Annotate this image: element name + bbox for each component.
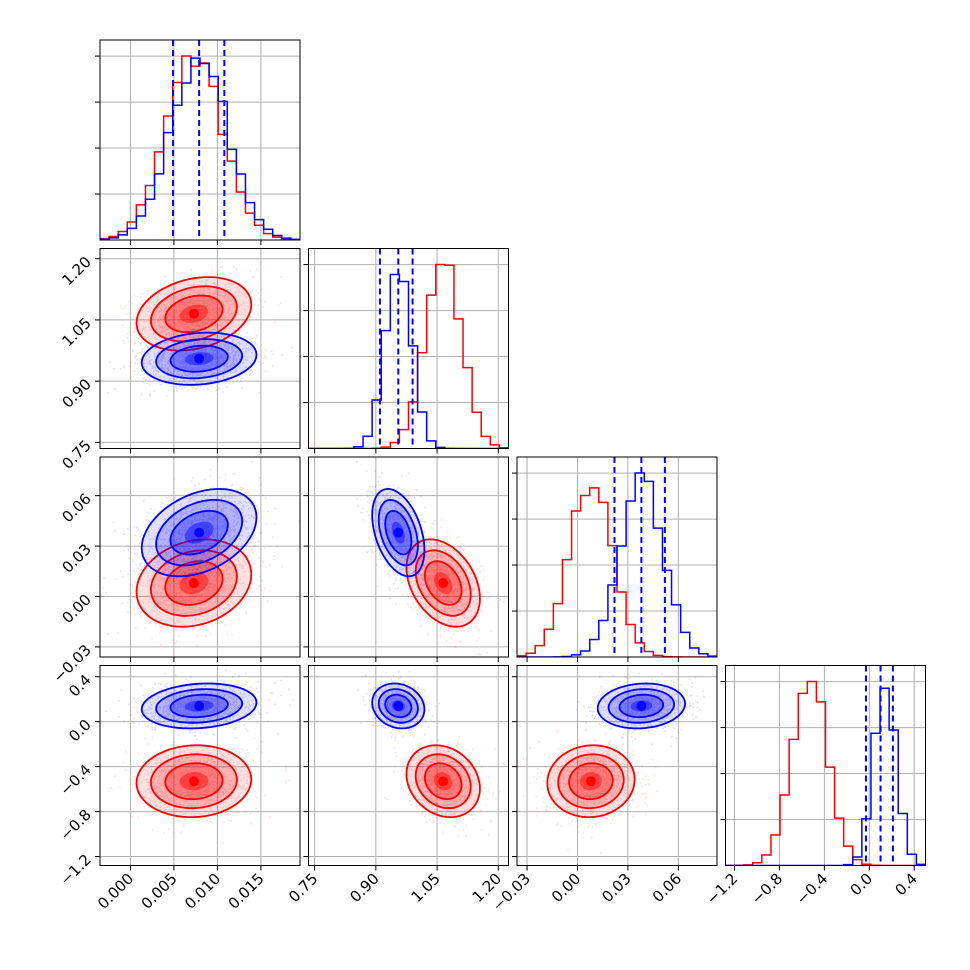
xtick-label-0-0: 0.000 xyxy=(94,870,137,913)
panel-3-2-core-1 xyxy=(636,700,647,711)
ytick-label-3-1: −0.8 xyxy=(56,806,94,844)
ytick-label-3-3: 0.0 xyxy=(65,716,95,746)
hist-frame-1 xyxy=(308,248,509,449)
panel-3-2-core-0 xyxy=(585,776,596,787)
xtick-label-0-2: 0.010 xyxy=(181,870,224,913)
panel-2-0-core-0 xyxy=(188,578,199,589)
scatter-panel-3-2 xyxy=(517,665,717,866)
ytick-label-3-0: −1.2 xyxy=(56,851,94,889)
panel-frame-3-1 xyxy=(308,665,509,866)
scatter-panel-3-1 xyxy=(308,665,509,866)
panel-frame-2-1 xyxy=(308,456,509,658)
panel-1-0-core-0 xyxy=(188,308,199,319)
panel-3-0-points-0 xyxy=(108,713,291,844)
scatter-panel-3-0 xyxy=(100,665,300,866)
xtick-label-0-3: 0.015 xyxy=(225,870,268,913)
ytick-label-3-2: −0.4 xyxy=(56,761,94,799)
xtick-label-3-4: 0.4 xyxy=(891,870,921,900)
panel-2-1-core-1 xyxy=(393,527,404,538)
xtick-label-3-0: −1.2 xyxy=(703,870,741,908)
panel-3-1-points-0 xyxy=(383,736,504,838)
panel-1-0-core-1 xyxy=(194,353,205,364)
ytick-label-2-2: 0.03 xyxy=(58,540,94,576)
panel-3-1-core-0 xyxy=(438,776,449,787)
xtick-label-3-3: 0.0 xyxy=(847,870,877,900)
histogram-panel-2 xyxy=(517,457,717,657)
ytick-label-1-3: 1.20 xyxy=(58,253,94,289)
panel-frame-2-0 xyxy=(99,456,301,658)
xtick-label-3-1: −0.8 xyxy=(748,870,786,908)
panel-frame-3-0 xyxy=(99,665,301,866)
xtick-label-3-2: −0.4 xyxy=(793,870,831,908)
panel-3-1-core-1 xyxy=(393,700,404,711)
panel-2-1-points-0 xyxy=(376,519,505,657)
panel-3-0-core-1 xyxy=(194,700,205,711)
scatter-panel-2-1 xyxy=(308,457,509,657)
panel-1-0-points-0 xyxy=(120,266,282,398)
histogram-panel-1 xyxy=(308,248,509,449)
scatter-panel-2-0 xyxy=(100,457,300,657)
hist-frame-0 xyxy=(99,39,301,241)
histogram-panel-3 xyxy=(725,665,926,866)
scatter-panel-1-0 xyxy=(100,248,300,449)
xtick-label-0-1: 0.005 xyxy=(138,870,181,913)
ytick-label-2-3: 0.06 xyxy=(58,490,94,526)
histogram-panel-0 xyxy=(100,40,300,240)
panel-2-1-core-0 xyxy=(438,578,449,589)
hist-3-series-1 xyxy=(725,687,926,866)
ytick-label-1-2: 1.05 xyxy=(58,314,94,350)
ytick-label-2-1: 0.00 xyxy=(58,591,94,627)
xtick-label-1-0: 0.75 xyxy=(285,870,321,906)
panel-frame-1-0 xyxy=(99,248,301,449)
panel-3-0-core-0 xyxy=(188,776,199,787)
ytick-label-1-1: 0.90 xyxy=(58,375,94,411)
xtick-label-1-1: 0.90 xyxy=(346,870,382,906)
panel-2-1-points-1 xyxy=(356,461,439,599)
ytick-label-1-0: 0.75 xyxy=(58,436,94,472)
xtick-label-2-1: 0.00 xyxy=(548,870,584,906)
panel-2-0-core-1 xyxy=(194,527,205,538)
xtick-label-2-3: 0.06 xyxy=(649,870,685,906)
hist-frame-2 xyxy=(516,456,718,658)
panel-2-0-points-1 xyxy=(103,460,276,603)
xtick-label-1-2: 1.05 xyxy=(408,870,444,906)
panel-frame-3-2 xyxy=(516,665,718,866)
hist-frame-3 xyxy=(725,665,926,866)
xtick-label-2-2: 0.03 xyxy=(598,870,634,906)
